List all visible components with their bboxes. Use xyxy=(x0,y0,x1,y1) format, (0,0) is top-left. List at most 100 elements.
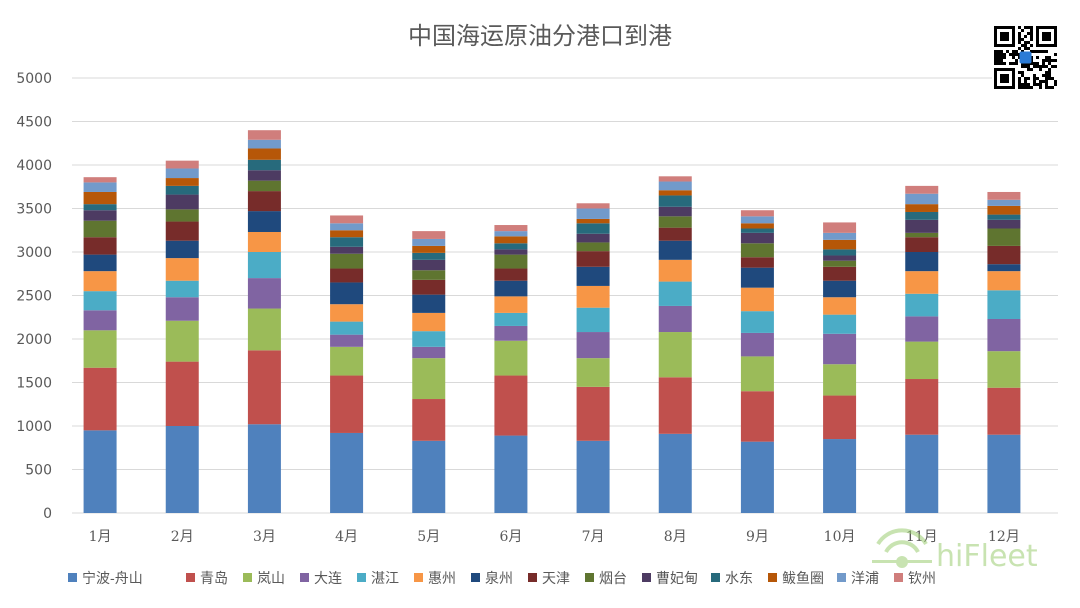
qr-finder-core xyxy=(1042,32,1051,41)
qr-module xyxy=(1024,86,1027,89)
qr-code-icon xyxy=(992,24,1059,91)
qr-module xyxy=(1042,62,1045,65)
bar-segment xyxy=(165,185,199,195)
y-axis: 0 500 1000 1500 2000 2500 3000 3500 4000 4500 5000 xyxy=(16,71,52,522)
qr-module xyxy=(1045,59,1048,62)
legend-swatch xyxy=(837,573,846,582)
watermark: hiFleet xyxy=(872,528,1038,574)
legend-label: 大连 xyxy=(314,571,342,587)
bar-segment xyxy=(658,240,692,260)
bar-segment xyxy=(494,280,528,297)
bar-segment xyxy=(494,296,528,313)
bar-segment xyxy=(905,193,939,205)
legend-item: 岚山 xyxy=(243,571,285,587)
bar-segment xyxy=(412,358,446,400)
x-tick-label: 3月 xyxy=(253,529,276,545)
legend-label: 钦州 xyxy=(908,571,936,587)
bar-segment xyxy=(740,267,774,288)
bar-segment xyxy=(494,225,528,232)
legend-label: 宁波-舟山 xyxy=(82,570,143,587)
bar-segment xyxy=(247,424,281,513)
bar-segment xyxy=(658,216,692,228)
bar-segment xyxy=(823,255,857,261)
qr-module xyxy=(1051,77,1054,80)
legend-label: 青岛 xyxy=(200,571,228,587)
qr-module xyxy=(1030,38,1033,41)
bar-segment xyxy=(905,271,939,294)
bar-segment xyxy=(658,259,692,282)
qr-module xyxy=(1018,77,1021,80)
bar-segment xyxy=(658,377,692,434)
bar-segment xyxy=(905,379,939,435)
qr-module xyxy=(1030,26,1033,29)
y-tick-label: 0 xyxy=(43,506,52,522)
legend-swatch xyxy=(768,573,777,582)
bar-segment xyxy=(412,238,446,246)
qr-module xyxy=(1048,77,1051,80)
y-tick-label: 3000 xyxy=(16,245,52,261)
y-tick-label: 4500 xyxy=(16,115,52,131)
bar-segment xyxy=(905,211,939,220)
qr-module xyxy=(1045,65,1048,68)
wifi-icon xyxy=(872,528,932,568)
bar-segment xyxy=(247,139,281,149)
bar-segment xyxy=(987,271,1021,291)
bar-segment xyxy=(740,287,774,312)
bar-segment xyxy=(987,387,1021,435)
bar-segment xyxy=(247,231,281,252)
bar-segment xyxy=(165,221,199,241)
qr-module xyxy=(1009,53,1012,56)
qr-module xyxy=(1054,53,1057,56)
qr-module xyxy=(1024,77,1027,80)
bar-segment xyxy=(987,351,1021,388)
qr-module xyxy=(1048,86,1051,89)
qr-module xyxy=(1021,29,1024,32)
qr-module xyxy=(1054,80,1057,83)
bar-segment xyxy=(658,332,692,378)
qr-module xyxy=(1042,74,1045,77)
legend-item: 泉州 xyxy=(471,570,513,587)
qr-module xyxy=(1018,32,1021,35)
bar-segment xyxy=(165,258,199,281)
qr-module xyxy=(1003,53,1006,56)
legend-item: 曹妃甸 xyxy=(642,571,698,587)
bar-segment xyxy=(247,308,281,351)
bar-segment xyxy=(247,148,281,160)
bar-segment xyxy=(658,227,692,241)
bar-segment xyxy=(494,236,528,244)
qr-module xyxy=(1030,86,1033,89)
bar-segment xyxy=(412,331,446,347)
qr-module xyxy=(1036,50,1039,53)
qr-module xyxy=(1024,80,1027,83)
bar-segment xyxy=(740,232,774,244)
bar-segment xyxy=(165,297,199,321)
legend-swatch xyxy=(894,573,903,582)
legend-swatch xyxy=(300,573,309,582)
qr-module xyxy=(1033,65,1036,68)
bar-segment xyxy=(740,243,774,258)
legend-item: 鲅鱼圈 xyxy=(768,570,824,587)
qr-module xyxy=(1045,80,1048,83)
bar-segment xyxy=(740,223,774,229)
bar-segment xyxy=(247,211,281,232)
bar-segment xyxy=(576,285,610,308)
legend-label: 曹妃甸 xyxy=(656,571,698,587)
qr-module xyxy=(1027,47,1030,50)
bar-segment xyxy=(330,237,364,247)
qr-module xyxy=(1042,65,1045,68)
bar-segment xyxy=(494,268,528,281)
bar-segment xyxy=(330,253,364,269)
bar-segment xyxy=(823,439,857,513)
bar-segment xyxy=(494,312,528,326)
x-tick-label: 2月 xyxy=(171,529,194,545)
bar-segment xyxy=(823,239,857,250)
bar-segment xyxy=(330,375,364,433)
qr-finder-core xyxy=(1000,74,1009,83)
bar-segment xyxy=(83,220,117,238)
qr-module xyxy=(1009,62,1012,65)
qr-module xyxy=(1045,77,1048,80)
qr-module xyxy=(1027,68,1030,71)
legend-label: 惠州 xyxy=(428,571,456,587)
bar-segment xyxy=(83,177,117,183)
y-tick-label: 5000 xyxy=(16,71,52,87)
